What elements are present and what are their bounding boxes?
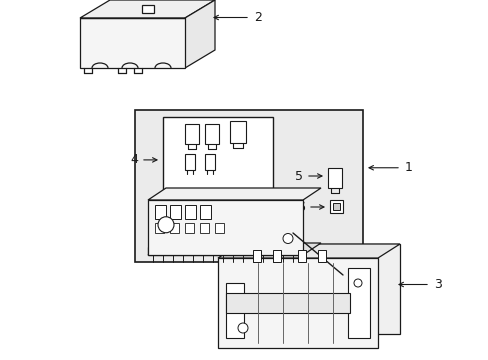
- Circle shape: [283, 234, 292, 243]
- Bar: [170, 223, 179, 233]
- Bar: [215, 223, 224, 233]
- Bar: [229, 121, 245, 143]
- Bar: [252, 250, 261, 262]
- Bar: [163, 117, 272, 195]
- Bar: [327, 168, 341, 188]
- Polygon shape: [148, 188, 320, 200]
- Text: 4: 4: [130, 153, 138, 166]
- Bar: [200, 205, 210, 219]
- Polygon shape: [148, 243, 320, 255]
- Bar: [297, 250, 305, 262]
- Circle shape: [238, 323, 247, 333]
- Polygon shape: [148, 247, 303, 255]
- Polygon shape: [218, 244, 399, 258]
- Bar: [135, 110, 362, 262]
- Bar: [347, 268, 369, 338]
- Text: 2: 2: [253, 11, 262, 24]
- Circle shape: [353, 279, 361, 287]
- Bar: [155, 205, 165, 219]
- Bar: [184, 124, 199, 144]
- Text: 5: 5: [294, 170, 303, 183]
- Polygon shape: [240, 244, 399, 334]
- Bar: [204, 154, 215, 170]
- Bar: [272, 250, 281, 262]
- Bar: [80, 18, 184, 68]
- Bar: [170, 205, 181, 219]
- Bar: [225, 293, 349, 313]
- Bar: [218, 258, 377, 348]
- Bar: [184, 205, 196, 219]
- Text: 1: 1: [404, 161, 412, 174]
- Bar: [332, 203, 339, 210]
- Bar: [225, 283, 244, 338]
- Bar: [184, 154, 195, 170]
- Text: 3: 3: [433, 278, 441, 291]
- Bar: [317, 250, 325, 262]
- Polygon shape: [184, 0, 215, 68]
- Text: 6: 6: [297, 201, 305, 213]
- Bar: [155, 223, 163, 233]
- Bar: [142, 5, 154, 13]
- Polygon shape: [80, 0, 215, 18]
- Bar: [200, 223, 208, 233]
- Circle shape: [158, 217, 174, 233]
- Bar: [184, 223, 194, 233]
- Bar: [329, 200, 342, 213]
- Bar: [148, 200, 303, 255]
- Bar: [204, 124, 219, 144]
